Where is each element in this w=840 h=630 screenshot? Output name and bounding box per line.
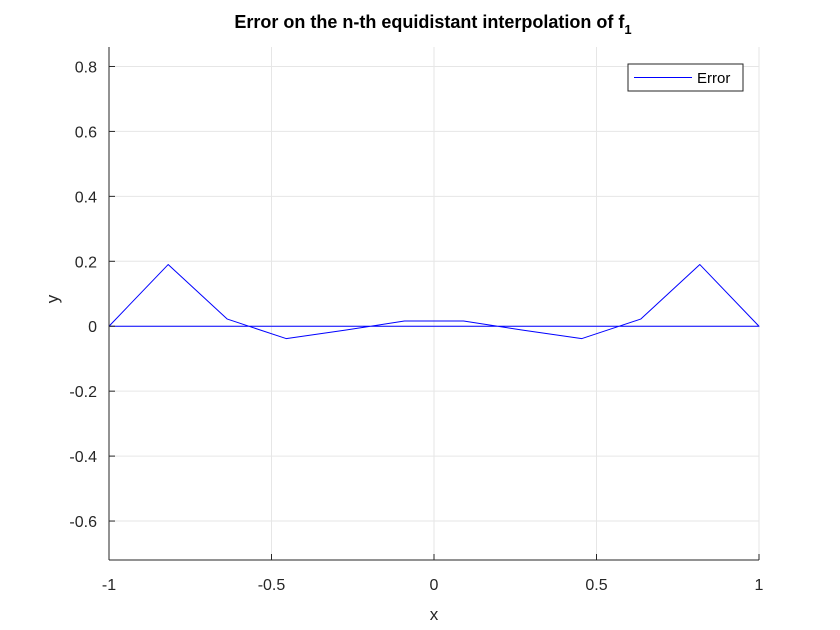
y-tick-label: -0.2 xyxy=(69,384,97,401)
y-tick-label: -0.6 xyxy=(69,514,97,531)
chart-title-subscript: 1 xyxy=(624,22,631,37)
x-tick-label: 1 xyxy=(755,577,764,594)
series-layer xyxy=(108,264,760,340)
x-tick-label: -1 xyxy=(102,577,116,594)
x-tick-label: 0 xyxy=(430,577,439,594)
y-tick-label: -0.4 xyxy=(69,449,97,466)
axes xyxy=(108,47,760,561)
legend-label-error: Error xyxy=(697,70,730,87)
x-tick-label: 0.5 xyxy=(585,577,607,594)
y-tick-label: 0.2 xyxy=(75,254,97,271)
y-tick-label: 0.8 xyxy=(75,59,97,76)
y-tick-label: 0 xyxy=(88,319,97,336)
legend: Error xyxy=(627,63,744,92)
x-axis-label: x xyxy=(430,605,439,624)
x-tick-label: -0.5 xyxy=(258,577,286,594)
y-axis-label: y xyxy=(43,294,62,303)
series-line-error xyxy=(108,264,760,340)
y-tick-label: 0.6 xyxy=(75,124,97,141)
chart-title: Error on the n-th equidistant interpolat… xyxy=(234,12,631,37)
tick-labels: -1 -0.5 0 0.5 1 -0.6 -0.4 -0.2 0 0.2 0.4 0.6 0.8 xyxy=(69,59,763,594)
y-tick-label: 0.4 xyxy=(75,189,97,206)
chart-title-main: Error on the n-th equidistant interpolat… xyxy=(234,12,625,32)
